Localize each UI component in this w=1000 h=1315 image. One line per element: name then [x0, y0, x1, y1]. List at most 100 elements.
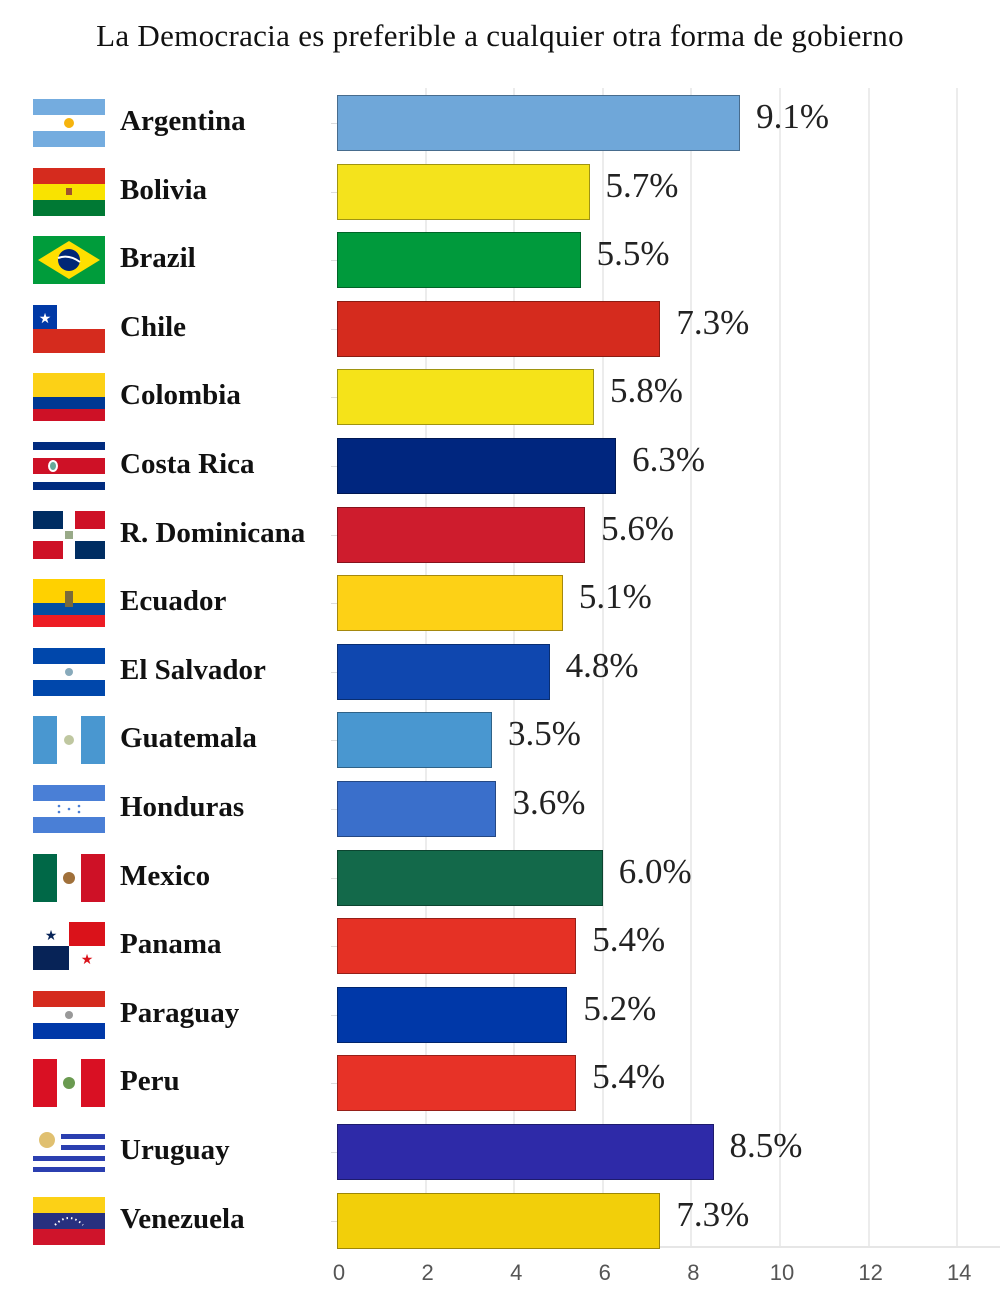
value-label: 6.3%	[632, 440, 705, 479]
y-tick	[331, 946, 337, 948]
x-tick-label: 12	[858, 1260, 883, 1285]
country-label: Argentina	[120, 105, 246, 137]
bolivia-flag-icon	[33, 167, 105, 216]
bar	[337, 575, 563, 632]
country-label: Mexico	[120, 859, 211, 892]
value-label: 7.3%	[676, 302, 750, 342]
bar-row-guatemala: Guatemala 3.5%	[0, 712, 1000, 769]
bar	[337, 918, 577, 975]
bar-row-peru: Peru 5.4%	[0, 1055, 1000, 1112]
gridline	[779, 88, 781, 1248]
svg-text:★: ★	[39, 312, 52, 327]
chile-flag-icon: ★	[33, 304, 105, 353]
dominicana-flag-icon	[33, 510, 105, 559]
country-label: Ecuador	[120, 585, 227, 618]
y-tick	[331, 260, 337, 262]
country-label: R. Dominicana	[120, 516, 306, 549]
gridline	[601, 88, 604, 1248]
value-label: 9.1%	[756, 97, 830, 136]
bar-row-brazil: Brazil 5.5%	[0, 232, 1000, 289]
value-label: 5.4%	[592, 920, 666, 960]
bar	[337, 95, 741, 151]
country-label: Chile	[120, 310, 187, 343]
value-label: 5.7%	[605, 165, 679, 205]
y-tick	[331, 877, 337, 879]
paraguay-flag-icon	[33, 990, 105, 1039]
venezuela-flag-icon	[33, 1196, 105, 1245]
bar	[337, 300, 661, 357]
country-label: Brazil	[120, 242, 196, 275]
honduras-flag-icon	[33, 785, 105, 833]
x-tick-label: 8	[687, 1260, 700, 1285]
bar	[337, 1192, 661, 1249]
value-label: 6.0%	[618, 851, 692, 891]
bar-row-honduras: Honduras 3.6%	[0, 781, 1000, 838]
y-tick	[331, 123, 337, 124]
y-tick	[331, 397, 337, 399]
bar	[337, 1055, 577, 1112]
y-tick	[331, 1220, 337, 1222]
bar	[337, 986, 568, 1043]
bar-row-argentina: Argentina 9.1%	[0, 95, 1000, 152]
y-tick	[331, 1014, 337, 1016]
bar	[337, 849, 603, 906]
country-label: Colombia	[120, 379, 241, 412]
bar-row-mexico: Mexico 6.0%	[0, 849, 1000, 907]
svg-text:★: ★	[81, 953, 94, 968]
country-label: Paraguay	[120, 996, 240, 1029]
value-label: 5.5%	[596, 234, 670, 274]
bar	[337, 781, 497, 837]
bar	[337, 232, 581, 289]
country-label: Guatemala	[120, 722, 257, 755]
gridline	[690, 88, 693, 1248]
gridline	[956, 88, 959, 1248]
bar-row-paraguay: Paraguay 5.2%	[0, 986, 1000, 1044]
y-tick	[331, 740, 337, 742]
chart-title: La Democracia es preferible a cualquier …	[96, 18, 904, 53]
country-label: Venezuela	[120, 1202, 245, 1235]
value-label: 5.1%	[578, 577, 652, 617]
value-label: 5.6%	[601, 508, 674, 548]
peru-flag-icon	[33, 1059, 105, 1108]
bar-row-dominicana: R. Dominicana 5.6%	[0, 506, 1000, 564]
y-tick	[331, 603, 337, 605]
bar-row-uruguay: Uruguay 8.5%	[0, 1124, 1000, 1181]
uruguay-flag-icon	[33, 1128, 105, 1176]
value-label: 7.3%	[676, 1194, 750, 1234]
brazil-flag-icon	[33, 236, 105, 285]
x-axis-line	[337, 1246, 1000, 1248]
country-label: Honduras	[120, 791, 245, 823]
country-label: Costa Rica	[120, 448, 255, 480]
y-tick	[331, 1083, 337, 1085]
x-tick-label: 10	[769, 1260, 795, 1285]
bar-row-bolivia: Bolivia 5.7%	[0, 163, 1000, 221]
bar-row-colombia: Colombia 5.8%	[0, 369, 1000, 426]
colombia-flag-icon	[33, 373, 105, 422]
bar	[337, 643, 550, 700]
y-tick	[331, 191, 337, 193]
value-label: 5.2%	[583, 988, 657, 1028]
country-label: Peru	[120, 1065, 180, 1098]
mexico-flag-icon	[33, 853, 105, 902]
bar-row-venezuela: Venezuela 7.3%	[0, 1192, 1000, 1250]
value-label: 3.5%	[508, 714, 581, 754]
value-label: 5.4%	[592, 1057, 666, 1097]
panama-flag-icon: ★ ★	[33, 922, 105, 971]
country-label: Panama	[120, 928, 222, 961]
bar-row-chile: ★ Chile 7.3%	[0, 300, 1000, 358]
country-label: Uruguay	[120, 1134, 230, 1166]
bar	[337, 712, 493, 769]
y-tick	[331, 1152, 337, 1153]
value-label: 5.8%	[609, 371, 683, 411]
bar	[337, 506, 586, 563]
argentina-flag-icon	[33, 99, 105, 147]
elsalvador-flag-icon	[33, 647, 105, 696]
svg-text:★: ★	[45, 929, 58, 944]
bar-row-ecuador: Ecuador 5.1%	[0, 575, 1000, 632]
x-tick-label: 6	[598, 1260, 611, 1285]
bar	[337, 369, 594, 426]
y-tick	[331, 671, 337, 673]
y-tick	[331, 809, 337, 810]
guatemala-flag-icon	[33, 716, 105, 765]
bar	[337, 438, 617, 494]
